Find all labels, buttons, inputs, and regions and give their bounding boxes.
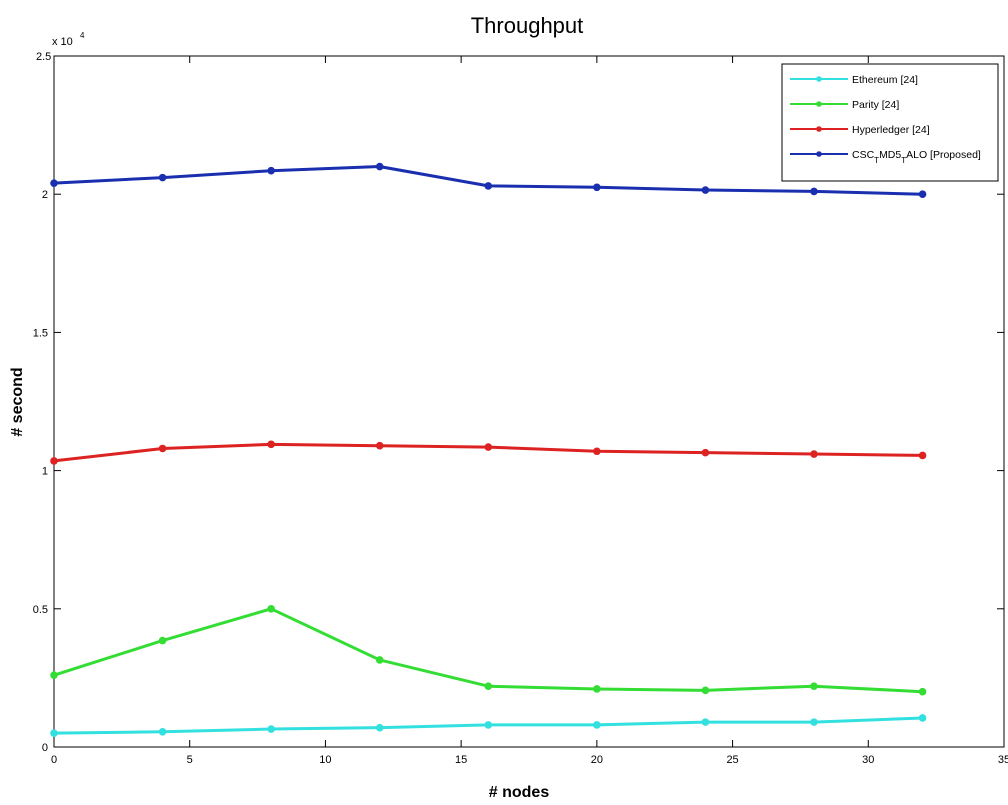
- y-axis-label: # second: [9, 367, 26, 436]
- y-tick-label: 0.5: [33, 604, 48, 616]
- data-point-csc-t-md5-t-alo-proposed: [810, 187, 818, 196]
- data-point-parity-24: [484, 682, 493, 690]
- x-tick-label: 25: [726, 754, 738, 766]
- legend-marker-ethereum: [816, 76, 822, 82]
- data-point-parity-24: [267, 605, 275, 613]
- data-point-parity-24: [158, 636, 167, 645]
- data-point-ethereum-24: [810, 718, 818, 726]
- legend: Ethereum [24] Parity [24] Hyperledger [2…: [781, 63, 999, 182]
- plot-area-frame: [53, 55, 1005, 748]
- legend-label-proposed-part-a: CSC: [852, 149, 875, 161]
- y-tick-label: 2.5: [36, 51, 51, 63]
- data-point-ethereum-24: [50, 729, 58, 737]
- data-point-ethereum-24: [701, 718, 710, 726]
- data-point-hyperledger-24: [593, 447, 601, 456]
- series-group: [50, 162, 927, 737]
- x-tick-label: 35: [998, 754, 1008, 766]
- x-tick-label: 15: [455, 754, 467, 766]
- y-multiplier-exp: 4: [80, 31, 85, 40]
- data-point-ethereum-24: [267, 725, 275, 733]
- legend-label-parity: Parity [24]: [852, 99, 899, 111]
- data-point-hyperledger-24: [701, 448, 710, 457]
- x-tick-label: 20: [591, 754, 603, 766]
- data-point-ethereum-24: [375, 723, 384, 732]
- data-point-csc-t-md5-t-alo-proposed: [158, 173, 167, 182]
- data-point-csc-t-md5-t-alo-proposed: [701, 186, 710, 194]
- data-point-hyperledger-24: [158, 444, 167, 453]
- x-tick-label: 10: [319, 754, 331, 766]
- legend-marker-hyperledger: [816, 126, 822, 132]
- legend-label-proposed-sub-a: T: [874, 156, 879, 165]
- legend-marker-parity: [816, 101, 822, 107]
- legend-label-hyperledger: Hyperledger [24]: [852, 124, 930, 136]
- data-point-hyperledger-24: [375, 441, 384, 450]
- y-multiplier-base: x 10: [52, 36, 73, 48]
- legend-label-proposed-sub-b: T: [901, 156, 906, 165]
- data-point-csc-t-md5-t-alo-proposed: [918, 190, 927, 198]
- x-axis-label: # nodes: [489, 784, 550, 801]
- series-line-parity-24: [53, 607, 923, 694]
- legend-marker-proposed: [816, 151, 822, 157]
- data-point-hyperledger-24: [810, 450, 818, 458]
- data-point-ethereum-24: [593, 721, 601, 729]
- legend-label-proposed: CSCTMD5TALO [Proposed]: [852, 149, 981, 165]
- data-point-csc-t-md5-t-alo-proposed: [50, 179, 58, 187]
- data-point-hyperledger-24: [50, 457, 58, 465]
- x-tick-label: 30: [862, 754, 874, 766]
- y-multiplier: x 10 4: [52, 31, 85, 48]
- legend-label-proposed-part-b: MD5: [879, 149, 901, 161]
- data-point-csc-t-md5-t-alo-proposed: [593, 183, 601, 192]
- y-tick-label: 1: [42, 466, 48, 478]
- data-point-hyperledger-24: [918, 451, 927, 460]
- data-point-parity-24: [50, 671, 58, 679]
- data-point-parity-24: [701, 686, 710, 695]
- data-point-csc-t-md5-t-alo-proposed: [267, 166, 275, 175]
- data-point-parity-24: [593, 685, 601, 693]
- y-tick-label: 1.5: [33, 327, 48, 339]
- data-point-hyperledger-24: [484, 443, 493, 451]
- data-point-parity-24: [375, 656, 384, 664]
- legend-label-proposed-part-c: ALO [Proposed]: [906, 149, 981, 161]
- data-point-hyperledger-24: [267, 440, 275, 449]
- data-point-csc-t-md5-t-alo-proposed: [484, 182, 493, 190]
- y-tick-label: 2: [42, 189, 48, 201]
- legend-label-ethereum: Ethereum [24]: [852, 74, 918, 86]
- data-point-csc-t-md5-t-alo-proposed: [375, 162, 384, 171]
- axis-ticks: 0 5 10 15 20 25 30 35 0 0.5 1 1.5 2 2.5: [33, 51, 1008, 766]
- data-point-parity-24: [918, 687, 927, 696]
- chart-title: Throughput: [471, 13, 584, 38]
- data-point-ethereum-24: [158, 727, 167, 736]
- data-point-parity-24: [810, 682, 818, 690]
- legend-box: [781, 63, 999, 182]
- data-point-ethereum-24: [918, 714, 927, 722]
- data-point-ethereum-24: [484, 721, 493, 729]
- x-tick-label: 5: [187, 754, 193, 766]
- y-tick-label: 0: [42, 742, 48, 754]
- x-tick-label: 0: [51, 754, 57, 766]
